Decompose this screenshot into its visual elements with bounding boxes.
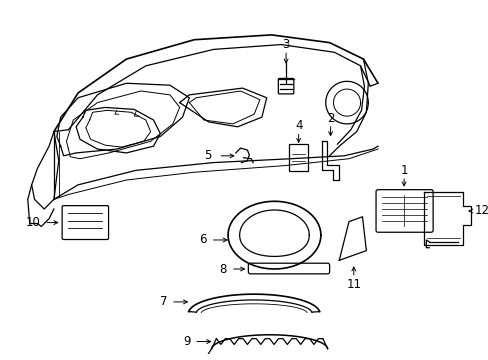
Text: 7: 7 [159,296,167,309]
Text: 1: 1 [400,164,407,177]
Text: 4: 4 [294,119,302,132]
Text: 2: 2 [326,112,334,125]
Text: 5: 5 [204,149,211,162]
Text: 12: 12 [474,204,488,217]
Text: 3: 3 [282,38,289,51]
FancyBboxPatch shape [248,263,329,274]
Text: 6: 6 [199,234,206,247]
Text: 10: 10 [25,216,41,229]
Text: 9: 9 [183,335,190,348]
FancyBboxPatch shape [375,190,432,232]
FancyBboxPatch shape [278,78,293,94]
Text: 8: 8 [219,262,226,275]
Text: 11: 11 [346,278,361,291]
FancyBboxPatch shape [62,206,108,239]
Bar [288,144,308,171]
